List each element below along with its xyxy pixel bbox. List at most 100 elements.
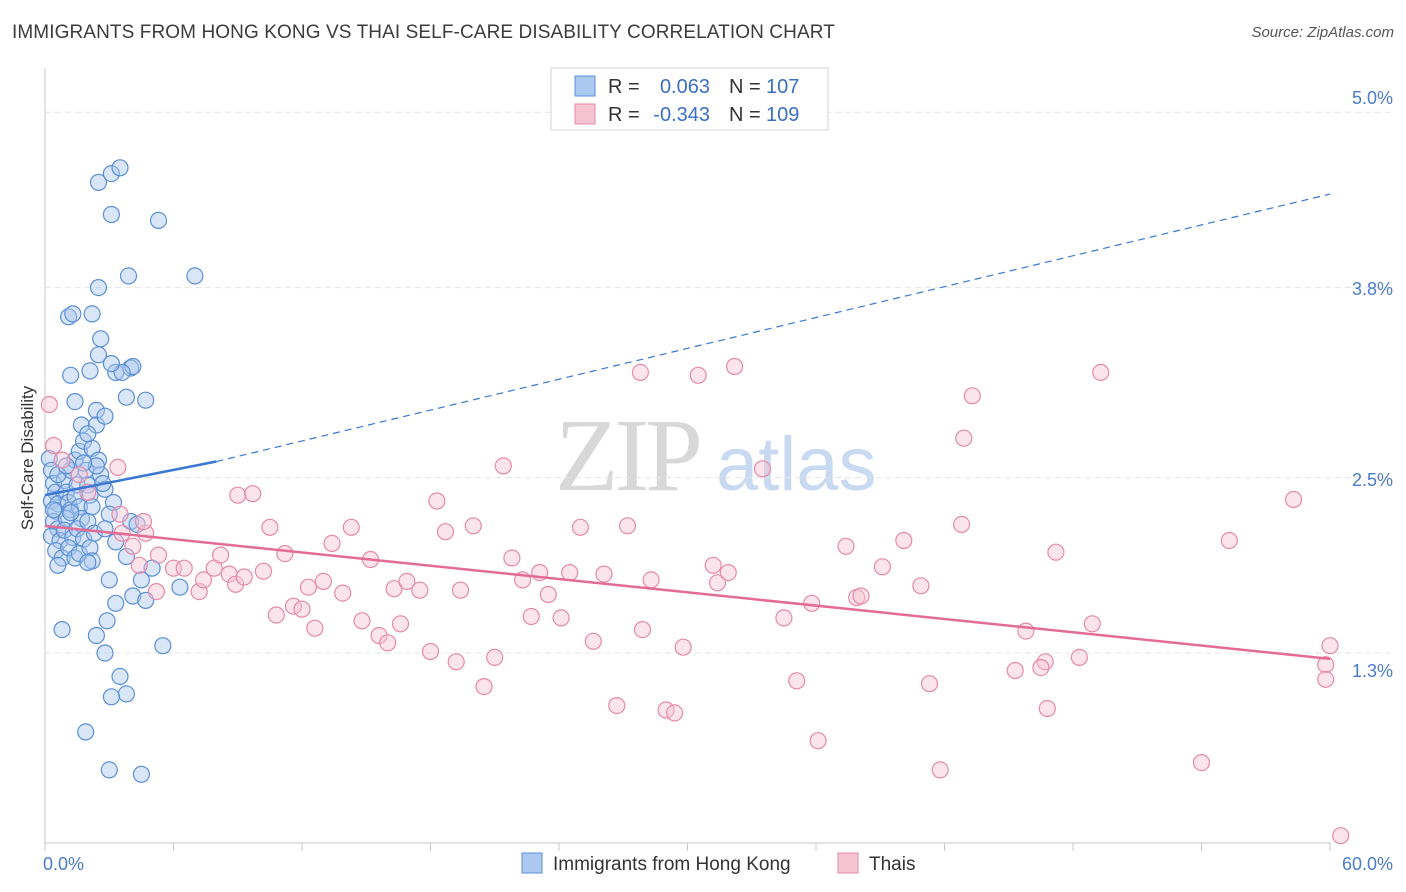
y-axis-label: Self-Care Disability: [18, 385, 37, 530]
legend-box: [550, 67, 829, 131]
hong-kong-point-55: [62, 366, 80, 384]
hong-kong-point-70: [102, 355, 121, 373]
thais-point-63: [595, 565, 613, 583]
thais-point-26: [261, 518, 279, 536]
thais-point-36: [342, 518, 360, 536]
thais-point-0: [40, 395, 58, 414]
hong-kong-point-82: [132, 571, 150, 589]
watermark-atlas: atlas: [716, 422, 877, 507]
thais-point-22: [227, 575, 245, 593]
hong-kong-point-104: [44, 501, 63, 519]
bottom-legend-swatch-pink: [837, 852, 859, 874]
thais-point-54: [503, 549, 521, 567]
hong-kong-point-89: [107, 594, 125, 612]
thais-point-42: [391, 615, 410, 633]
hong-kong-point-93: [96, 644, 114, 662]
thais-point-89: [931, 761, 949, 779]
thais-point-94: [1017, 622, 1035, 640]
thais-point-31: [299, 578, 317, 596]
hong-kong-point-99: [100, 761, 118, 779]
thais-point-28: [276, 544, 294, 563]
trend-lines: [44, 193, 1331, 661]
thais-point-72: [689, 366, 707, 384]
thais-point-56: [522, 607, 540, 626]
legend-r-label-blue: R =: [608, 76, 640, 98]
thais-point-24: [244, 485, 262, 503]
y-tick-label-3-8: 3.8%: [1352, 279, 1393, 299]
hong-kong-point-66: [89, 279, 108, 297]
thais-point-66: [631, 363, 650, 381]
hong-kong-point-33: [83, 498, 101, 516]
axes: [44, 68, 1331, 851]
hong-kong-point-49: [87, 457, 106, 475]
thais-point-80: [803, 594, 821, 612]
hong-kong-point-67: [137, 391, 155, 409]
thais-point-21: [229, 486, 247, 504]
series-hong-kong-points: [40, 159, 204, 783]
bottom-legend-label-hong-kong: Immigrants from Hong Kong: [553, 854, 791, 875]
thais-point-53: [494, 457, 512, 475]
thais-point-106: [1317, 670, 1335, 688]
thais-point-17: [194, 571, 213, 589]
thais-point-71: [674, 638, 692, 656]
hong-kong-point-95: [111, 667, 129, 686]
thais-point-65: [618, 517, 637, 535]
thais-point-3: [70, 466, 88, 484]
hong-kong-point-75: [102, 165, 121, 183]
hong-kong-point-81: [117, 547, 136, 566]
hong-kong-point-51: [87, 401, 106, 419]
chart-source: Source: ZipAtlas.com: [1251, 24, 1394, 41]
thais-point-60: [561, 563, 579, 582]
legend-n-label-pink: N =: [729, 104, 761, 126]
y-tick-label-1-3: 1.3%: [1352, 661, 1393, 681]
hong-kong-point-53: [79, 425, 97, 443]
thais-point-33: [314, 572, 332, 591]
thais-point-11: [134, 512, 153, 531]
thais-point-30: [293, 600, 311, 618]
chart-title: IMMIGRANTS FROM HONG KONG VS THAI SELF-C…: [12, 22, 835, 43]
thais-point-78: [775, 609, 793, 627]
thais-point-23: [235, 568, 253, 586]
legend-n-value-blue: 107: [766, 76, 799, 98]
hong-kong-point-65: [81, 362, 99, 380]
hong-kong-point-97: [102, 688, 121, 706]
thais-point-99: [1070, 648, 1089, 667]
thais-point-77: [753, 460, 772, 478]
hong-kong-point-98: [77, 723, 95, 741]
thais-point-70: [665, 704, 684, 722]
thais-point-86: [895, 531, 913, 550]
hong-kong-point-58: [83, 305, 101, 323]
trend-line-hong-kong-extrapolated: [216, 193, 1331, 463]
thais-point-100: [1083, 615, 1101, 633]
trend-line-hong-kong: [44, 460, 217, 497]
thais-point-48: [447, 653, 465, 671]
thais-point-64: [608, 696, 626, 715]
thais-point-84: [852, 587, 870, 605]
thais-point-74: [708, 574, 727, 592]
thais-point-37: [353, 612, 371, 630]
thais-point-49: [451, 581, 470, 599]
thais-point-25: [254, 562, 272, 580]
hong-kong-point-85: [79, 553, 97, 572]
thais-point-98: [1047, 543, 1065, 561]
thais-point-40: [379, 634, 397, 652]
thais-point-39: [370, 626, 388, 645]
thais-point-15: [175, 559, 193, 577]
thais-point-50: [464, 517, 482, 535]
hong-kong-point-100: [132, 765, 150, 783]
thais-point-14: [149, 546, 168, 564]
thais-point-107: [1321, 637, 1339, 655]
hong-kong-point-76: [111, 159, 129, 177]
hong-kong-point-87: [124, 587, 142, 605]
thais-point-105: [1317, 656, 1335, 674]
thais-point-35: [334, 584, 352, 602]
thais-point-44: [411, 581, 429, 599]
thais-point-10: [130, 556, 148, 574]
thais-point-90: [952, 515, 971, 534]
x-tick-label-max: 60.0%: [1342, 854, 1393, 874]
hong-kong-point-13: [49, 556, 67, 574]
hong-kong-point-91: [87, 626, 106, 645]
thais-point-103: [1220, 531, 1238, 550]
hong-kong-point-57: [64, 305, 82, 323]
thais-point-61: [571, 518, 590, 536]
